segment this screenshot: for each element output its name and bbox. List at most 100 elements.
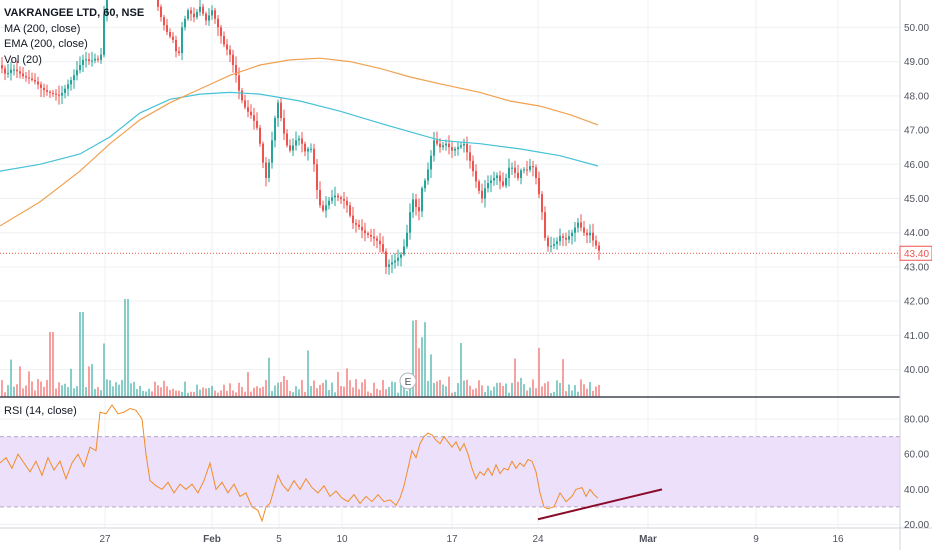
volume-bar	[490, 390, 492, 397]
candle-body	[349, 205, 351, 216]
volume-bar	[343, 386, 345, 397]
candle-body	[442, 145, 444, 148]
volume-bar	[109, 380, 111, 397]
volume-bar	[301, 379, 303, 397]
candle-body	[448, 143, 450, 148]
price-tick-label: 42.00	[904, 297, 929, 308]
candle-body	[487, 183, 489, 189]
volume-bar	[469, 385, 471, 397]
candle-body	[565, 237, 567, 240]
volume-bar	[202, 387, 204, 397]
candle-body	[388, 264, 390, 267]
volume-bar	[394, 382, 396, 397]
candle-body	[367, 233, 369, 236]
candle-body	[511, 167, 513, 169]
volume-bar	[70, 368, 72, 397]
candle-body	[277, 102, 279, 119]
candle-body	[235, 65, 237, 76]
candle-body	[430, 155, 432, 170]
ma-200-line	[0, 91, 599, 172]
candle-body	[100, 54, 102, 60]
time-tick-label: 10	[336, 534, 348, 545]
candle-body	[418, 207, 420, 212]
volume-bar	[1, 380, 3, 397]
ema-legend[interactable]: EMA (200, close)	[4, 38, 88, 50]
price-tick-label: 43.00	[904, 262, 929, 273]
candle-body	[406, 232, 408, 247]
candle-body	[13, 69, 15, 71]
volume-bar	[457, 383, 459, 397]
candle-body	[58, 94, 60, 96]
candle-body	[211, 10, 213, 16]
price-tick-label: 46.00	[904, 160, 929, 171]
volume-bar	[472, 389, 474, 397]
volume-bar	[232, 390, 234, 397]
volume-bar	[388, 386, 390, 397]
candle-body	[28, 77, 30, 79]
volume-bar	[304, 391, 306, 397]
candle-body	[592, 232, 594, 241]
candle-body	[370, 235, 372, 237]
candle-body	[85, 59, 87, 61]
candle-body	[289, 145, 291, 151]
candle-body	[382, 244, 384, 252]
candle-body	[178, 51, 180, 54]
candle-body	[4, 68, 6, 74]
candle-body	[595, 240, 597, 246]
volume-bar	[328, 390, 330, 397]
volume-bar	[166, 386, 168, 397]
volume-legend[interactable]: Vol (20)	[4, 53, 42, 66]
volume-bar	[412, 320, 414, 397]
volume-bar	[403, 381, 405, 397]
volume-bar	[445, 386, 447, 397]
time-tick-label: 27	[99, 534, 111, 545]
volume-bar	[517, 381, 519, 397]
earnings-marker	[399, 372, 417, 390]
candle-body	[499, 175, 501, 182]
volume-bar	[454, 391, 456, 397]
volume-bar	[250, 391, 252, 397]
rsi-legend[interactable]: RSI (14, close)	[4, 405, 77, 417]
candle-body	[283, 118, 285, 134]
volume-bar	[508, 392, 510, 397]
candle-body	[202, 6, 204, 14]
candle-body	[160, 6, 162, 18]
volume-bar	[259, 387, 261, 397]
candle-body	[265, 162, 267, 178]
candle-body	[34, 79, 36, 82]
candle-body	[67, 84, 69, 89]
volume-bar	[439, 379, 441, 397]
candle-body	[385, 251, 387, 267]
price-tick-label: 48.00	[904, 91, 929, 102]
candle-body	[478, 181, 480, 191]
volume-bar	[112, 386, 114, 397]
price-tick-label: 40.00	[904, 365, 929, 376]
candle-body	[577, 222, 579, 228]
candle-body	[334, 195, 336, 198]
candle-body	[181, 27, 183, 54]
candle-body	[199, 6, 201, 12]
volume-bar	[154, 381, 156, 397]
volume-bar	[298, 389, 300, 397]
candle-body	[412, 199, 414, 213]
candle-body	[16, 69, 18, 72]
volume-bar	[511, 382, 513, 397]
candle-body	[196, 11, 198, 18]
candle-body	[193, 13, 195, 18]
candle-body	[517, 172, 519, 178]
volume-bar	[541, 386, 543, 397]
candle-body	[73, 75, 75, 81]
candle-body	[391, 262, 393, 265]
candle-body	[52, 92, 54, 94]
ma-legend[interactable]: MA (200, close)	[4, 22, 81, 35]
volume-bar	[217, 392, 219, 397]
volume-bar	[40, 381, 42, 397]
volume-bar	[49, 332, 51, 397]
candle-body	[352, 215, 354, 224]
volume-bar	[349, 380, 351, 397]
candle-body	[394, 260, 396, 263]
volume-bar	[370, 392, 372, 397]
candle-body	[505, 177, 507, 186]
price-tick-label: 47.00	[904, 126, 929, 137]
